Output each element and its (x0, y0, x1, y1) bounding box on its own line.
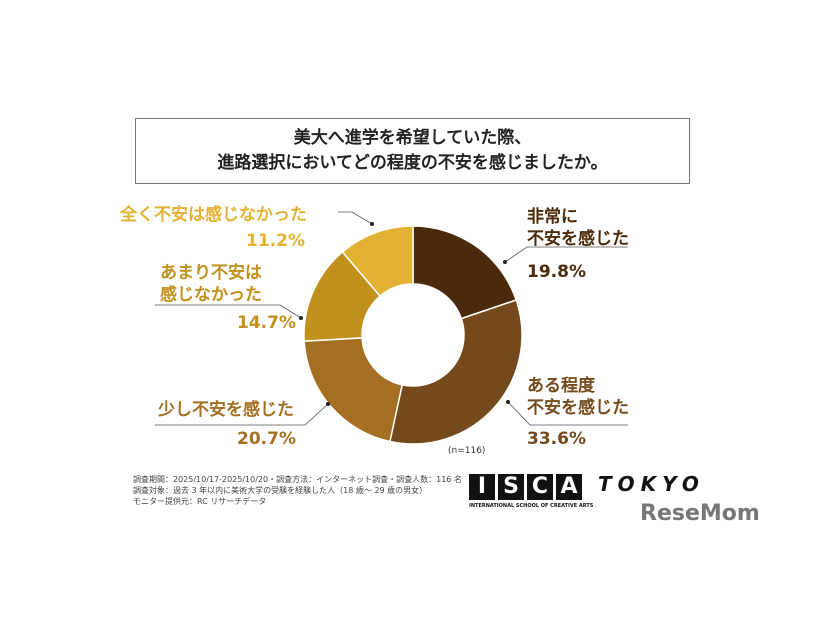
leader-dot (370, 222, 374, 226)
label-very-anxious: 非常に 不安を感じた (527, 207, 629, 249)
isca-logo-subtitle: INTERNATIONAL SCHOOL OF CREATIVE ARTS (469, 503, 594, 509)
leader-line (155, 403, 329, 426)
donut-slice (303, 337, 404, 443)
donut-slice (412, 225, 518, 320)
label-not-very-anxious: あまり不安は 感じなかった (160, 263, 262, 305)
label-slightly-anxious: 少し不安を感じた (158, 400, 294, 420)
leader-line (507, 401, 628, 426)
value-label: 19.8% (527, 262, 586, 282)
donut-slice (341, 225, 414, 298)
survey-notes: 調査期間：2025/10/17-2025/10/20・調査方法：インターネット調… (133, 475, 462, 506)
leader-line (155, 304, 302, 319)
value-label: 14.7% (237, 313, 296, 333)
value-label: 20.7% (237, 429, 296, 449)
leader-dot (503, 260, 507, 264)
label-not-at-all-anxious: 全く不安は感じなかった (120, 205, 307, 225)
leader-line (338, 211, 373, 225)
value-label: 33.6% (527, 429, 586, 449)
leader-dot (326, 402, 330, 406)
donut-slice (388, 299, 523, 445)
chart-title-line-1: 美大へ進学を希望していた際、 (293, 128, 532, 148)
leader-dot (506, 400, 510, 404)
label-somewhat-anxious: ある程度 不安を感じた (527, 376, 629, 418)
leader-line (504, 246, 628, 263)
tokyo-logo-text: TOKYO (598, 472, 705, 496)
value-label: 11.2% (246, 231, 305, 251)
chart-title: 美大へ進学を希望していた際、進路選択においてどの程度の不安を感じましたか。 (135, 118, 690, 184)
leader-dot (299, 316, 303, 320)
sample-size: (n=116) (448, 446, 486, 456)
chart-title-line-2: 進路選択においてどの程度の不安を感じましたか。 (217, 153, 608, 173)
resemom-logo: ReseMom (640, 501, 760, 526)
